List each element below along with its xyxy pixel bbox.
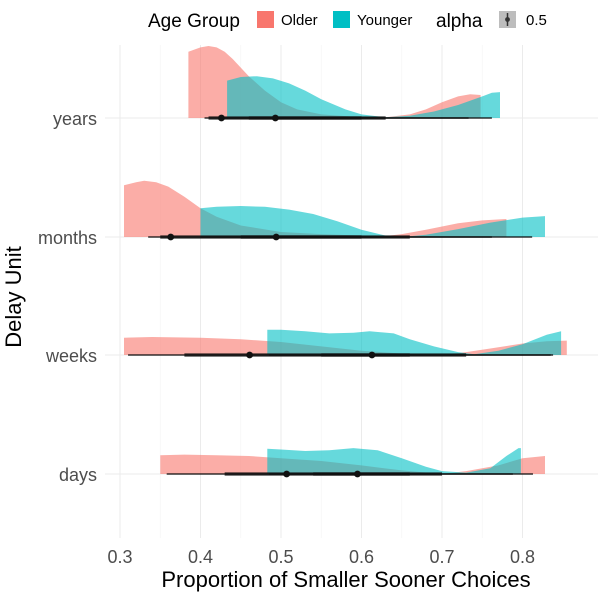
y-tick-label-weeks: weeks xyxy=(45,346,97,366)
density-younger-years xyxy=(227,76,500,118)
legend-label-younger: Younger xyxy=(357,12,412,29)
y-tick-label-years: years xyxy=(53,109,97,129)
median-point-older-years xyxy=(218,114,225,122)
density-older-weeks xyxy=(124,337,567,355)
legend-alpha-value: 0.5 xyxy=(526,12,547,29)
median-point-older-weeks xyxy=(246,351,254,359)
median-point-younger-days xyxy=(354,470,361,478)
axes: Proportion of Smaller Sooner Choices Del… xyxy=(1,109,535,592)
density-areas xyxy=(124,46,567,474)
legend-alpha-title: alpha xyxy=(436,11,483,32)
y-axis-title: Delay Unit xyxy=(1,246,26,347)
x-tick-label: 0.8 xyxy=(510,547,535,567)
median-point-younger-weeks xyxy=(368,351,376,359)
median-point-younger-years xyxy=(271,114,279,122)
y-tick-label-months: months xyxy=(38,228,97,248)
x-tick-label: 0.3 xyxy=(107,547,132,567)
legend-label-older: Older xyxy=(281,12,318,29)
x-tick-label: 0.4 xyxy=(188,547,213,567)
legend-alpha-key xyxy=(499,11,516,28)
x-axis-title: Proportion of Smaller Sooner Choices xyxy=(161,567,530,592)
x-tick-label: 0.6 xyxy=(349,547,374,567)
density-younger-months xyxy=(200,206,545,237)
legend: Age Group Older Younger alpha 0.5 xyxy=(148,11,547,32)
interval-bars xyxy=(128,114,554,478)
x-tick-label: 0.5 xyxy=(268,547,293,567)
x-tick-label: 0.7 xyxy=(429,547,454,567)
legend-swatch-younger xyxy=(333,11,350,28)
legend-swatch-older xyxy=(257,11,274,28)
density-younger-days xyxy=(267,448,521,474)
legend-age-group-title: Age Group xyxy=(148,11,240,32)
median-point-older-months xyxy=(167,233,175,241)
median-point-younger-months xyxy=(272,233,280,241)
density-younger-weeks xyxy=(267,329,562,355)
y-tick-label-days: days xyxy=(59,465,97,485)
density-older-days xyxy=(160,454,546,474)
